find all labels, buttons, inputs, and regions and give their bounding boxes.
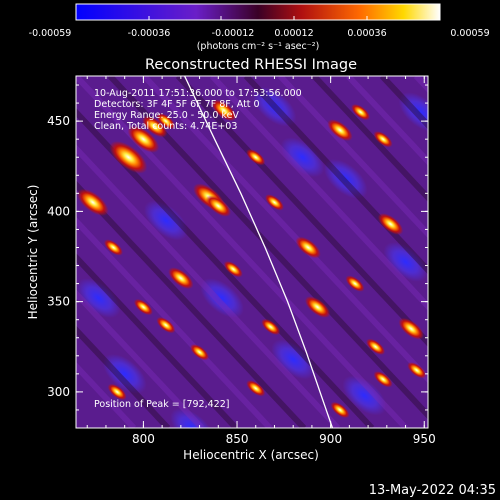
texture-stripe	[345, 76, 428, 166]
colorbar	[75, 3, 441, 21]
x-tick-label: 950	[413, 432, 436, 446]
y-axis-label: Heliocentric Y (arcsec)	[26, 185, 40, 320]
texture-stripe	[484, 76, 500, 428]
texture-stripe	[209, 76, 428, 311]
texture-stripe	[76, 180, 307, 428]
emission-blob	[211, 99, 237, 122]
texture-stripe	[450, 76, 500, 428]
emission-blob	[373, 131, 393, 148]
emission-blob	[377, 213, 404, 235]
emission-blob	[246, 149, 266, 166]
cold-region	[76, 278, 121, 318]
cold-region	[102, 353, 147, 394]
texture-stripe	[311, 76, 428, 202]
y-tick-label: 350	[47, 295, 70, 309]
emission-blob	[330, 401, 350, 419]
cold-region	[144, 200, 188, 241]
cold-region	[271, 339, 316, 380]
texture-stripe	[76, 252, 239, 428]
colorbar-tick-label: -0.00059	[29, 28, 72, 39]
emission-blob	[351, 104, 371, 121]
colorbar-tick-label: 0.00012	[274, 28, 313, 39]
colorbar-ticks	[75, 16, 441, 20]
cold-region	[280, 137, 325, 178]
emission-blob	[142, 115, 168, 138]
emission-blob	[246, 380, 266, 397]
emission-blob	[127, 125, 160, 153]
emission-blob	[104, 239, 123, 256]
emission-blob	[109, 141, 148, 174]
emission-blob	[223, 261, 243, 278]
x-tick-label: 900	[319, 432, 342, 446]
solar-limb-curve	[184, 75, 334, 429]
cold-region	[323, 159, 368, 199]
emission-blob	[345, 275, 365, 292]
colorbar-tick-label: 0.00059	[450, 28, 489, 39]
x-axis-label: Heliocentric X (arcsec)	[183, 448, 319, 462]
plot-frame	[75, 75, 429, 429]
annotation-peak-position: Position of Peak = [792,422]	[94, 399, 229, 410]
y-tick-label: 450	[47, 114, 70, 128]
cold-region	[170, 408, 214, 428]
colorbar-unit-label: (photons cm⁻² s⁻¹ asec⁻²)	[197, 41, 320, 52]
emission-blob	[261, 318, 281, 336]
x-tick-label: 800	[132, 432, 155, 446]
texture-stripe	[76, 361, 137, 428]
emission-blob	[265, 194, 284, 211]
chart-title: Reconstructed RHESSI Image	[145, 57, 357, 73]
emission-blob	[295, 236, 321, 259]
colorbar-tick-label: 0.00036	[347, 28, 386, 39]
cold-region	[398, 92, 428, 132]
emission-blob	[373, 371, 393, 388]
footer-timestamp: 13-May-2022 04:35	[369, 483, 496, 498]
texture-stripe	[175, 76, 428, 348]
emission-blob	[107, 383, 127, 400]
annotation-energy-range: Energy Range: 25.0 - 50.0 keV	[94, 110, 239, 121]
colorbar-tick-label: -0.00012	[212, 28, 255, 39]
annotation-counts: Clean, Total counts: 4.74E+03	[94, 121, 237, 132]
texture-stripe	[243, 76, 428, 275]
cold-region	[200, 278, 244, 318]
texture-stripe	[76, 144, 341, 428]
y-tick-label: 300	[47, 385, 70, 399]
emission-blob	[205, 195, 231, 217]
cold-region	[342, 375, 387, 416]
texture-stripe	[76, 216, 273, 428]
y-tick-label: 400	[47, 204, 70, 218]
cold-region	[252, 86, 297, 127]
emission-blob	[156, 317, 176, 334]
annotation-time-range: 10-Aug-2011 17:51:36.000 to 17:53:56.000	[94, 88, 302, 99]
emission-blob	[304, 296, 331, 318]
texture-stripe	[76, 107, 375, 428]
emission-blob	[398, 317, 424, 340]
colorbar-tick-label: -0.00036	[128, 28, 171, 39]
emission-blob	[156, 113, 176, 130]
texture-stripe	[76, 325, 171, 428]
emission-blob	[366, 338, 386, 355]
emission-blob	[327, 119, 353, 141]
emission-blob	[133, 298, 153, 316]
heatmap-image	[76, 76, 500, 428]
x-tick-label: 850	[226, 432, 249, 446]
emission-blob	[77, 188, 109, 216]
texture-stripe	[413, 76, 428, 94]
cold-region	[383, 242, 428, 282]
emission-blob	[168, 267, 194, 289]
emission-blob	[190, 344, 210, 361]
emission-blob	[407, 362, 427, 379]
texture-stripe	[76, 289, 205, 428]
annotation-detectors: Detectors: 3F 4F 5F 6F 7F 8F, Att 0	[94, 99, 260, 110]
